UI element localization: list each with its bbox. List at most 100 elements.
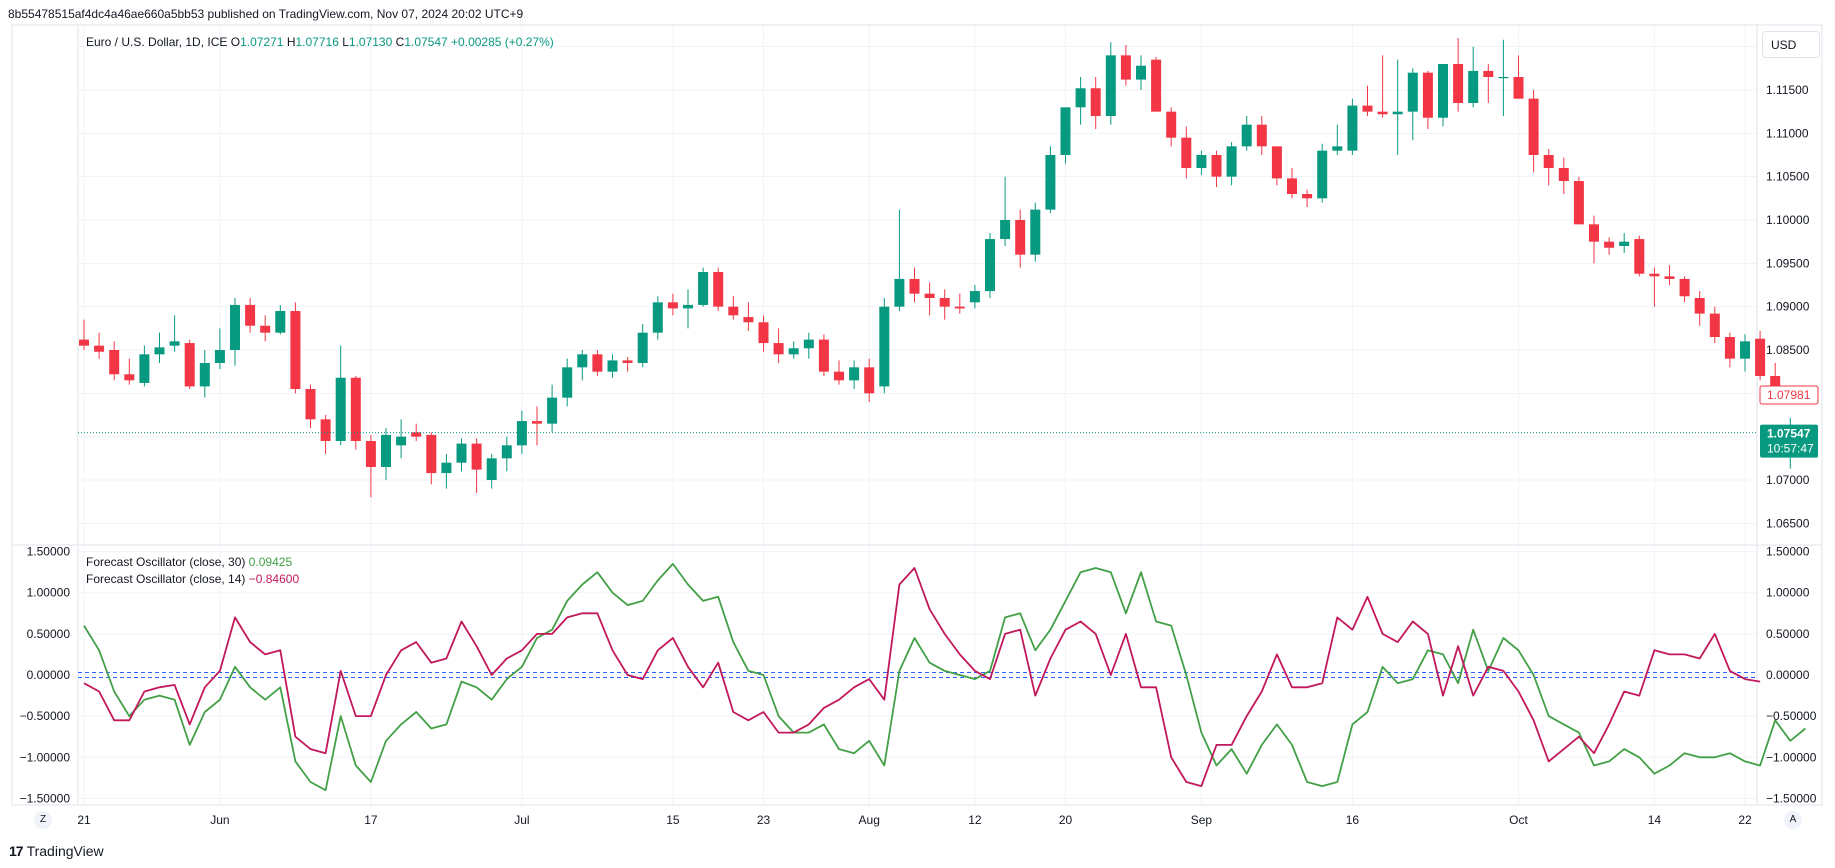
candle-body <box>592 354 603 372</box>
candle-body <box>1151 59 1162 112</box>
candle-body <box>109 350 120 375</box>
time-tick-label: 22 <box>1738 813 1752 827</box>
oscillator-tick-label: 1.50000 <box>1766 545 1810 559</box>
oscillator-axis[interactable]: 1.50000 1.50000 1.00000 1.00000 0.50000 0.500… <box>20 545 1817 806</box>
candle-body <box>305 389 316 420</box>
oscillator-series <box>78 563 1806 792</box>
candle-body <box>849 367 860 381</box>
main-legend: Euro / U.S. Dollar, 1D, ICE O1.07271 H1.… <box>86 35 554 49</box>
candle-body <box>1709 313 1720 337</box>
candle-body <box>441 462 452 474</box>
candle-body <box>969 291 980 303</box>
candle-body <box>1241 124 1252 147</box>
candle-body <box>1649 273 1660 277</box>
candle-body <box>939 298 950 307</box>
candle-body <box>290 311 301 389</box>
candle-body <box>879 306 890 387</box>
candle-body <box>1589 224 1599 242</box>
oscillator-tick-label: −0.50000 <box>1766 709 1817 723</box>
chart-frame <box>11 24 1823 806</box>
oscillator-tick-label: −1.50000 <box>1766 791 1817 805</box>
candle-body <box>773 343 784 355</box>
zoom-toggle-button[interactable]: Z <box>34 811 52 829</box>
candle-body <box>1166 111 1177 138</box>
candle-body <box>788 348 799 355</box>
time-tick-label: 23 <box>757 813 771 827</box>
time-tick-label: Aug <box>859 813 880 827</box>
candle-body <box>471 443 482 470</box>
candle-body <box>1060 107 1071 155</box>
candle-body <box>381 434 391 467</box>
candle-body <box>954 306 965 309</box>
candle-body <box>1573 181 1584 225</box>
price-tick-label: 1.10500 <box>1766 170 1810 184</box>
candle-body <box>1528 98 1539 155</box>
candle-body <box>1105 55 1116 116</box>
high-value: 1.07716 <box>295 35 339 49</box>
candle-body <box>1422 72 1433 118</box>
close-label: C <box>395 35 405 49</box>
candle-body <box>1604 241 1615 248</box>
prev-close-badge <box>1759 385 1819 405</box>
chart-borders <box>11 24 1823 806</box>
candle-body <box>396 436 407 446</box>
time-tick-label: Jun <box>210 813 229 827</box>
candle-body <box>1438 64 1448 118</box>
price-tick-label: 1.11500 <box>1766 83 1809 97</box>
time-tick-label: Oct <box>1509 813 1528 827</box>
candle-body <box>184 343 195 387</box>
candle-body <box>818 339 829 372</box>
price-tick-label: 1.09000 <box>1766 300 1810 314</box>
indicator-value: −0.84600 <box>248 572 300 586</box>
indicator-legend-fo14[interactable]: Forecast Oscillator (close, 14) −0.84600 <box>86 572 299 586</box>
candle-body <box>1120 55 1131 80</box>
candle-body <box>1634 239 1645 274</box>
candle-body <box>909 278 920 294</box>
oscillator-tick-label-left: −1.50000 <box>20 791 71 805</box>
candle-body <box>652 302 663 333</box>
price-tick-label: 1.08500 <box>1766 343 1810 357</box>
low-value: 1.07130 <box>348 35 393 49</box>
candle-body <box>1271 146 1282 179</box>
candle-body <box>320 419 331 441</box>
candle-body <box>1679 278 1690 297</box>
indicator-value: 0.09425 <box>248 555 293 569</box>
countdown-label: 10:57:47 <box>1767 442 1814 456</box>
candle-body <box>894 278 905 307</box>
price-axis[interactable]: 1.065001.070001.075001.080001.085001.090… <box>1766 40 1810 531</box>
candle-body <box>1000 220 1011 240</box>
time-tick-label: 14 <box>1648 813 1662 827</box>
candle-body <box>426 434 437 474</box>
time-axis[interactable]: 21 Jun 17 Jul 15 23 Aug 12 20 Sep 16 Oct 14 22 <box>77 813 1752 827</box>
oscillator-tick-label: −1.00000 <box>1766 750 1817 764</box>
oscillator-tick-label: 1.00000 <box>1766 586 1810 600</box>
price-tick-label: 1.09500 <box>1766 256 1810 270</box>
candle-body <box>864 367 875 394</box>
candle-body <box>260 325 271 333</box>
oscillator-tick-label-left: 1.00000 <box>27 586 71 600</box>
candle-body <box>683 304 693 309</box>
prev-close-label: 1.07981 <box>1767 388 1811 402</box>
oscillator-tick-label-left: 0.50000 <box>27 627 71 641</box>
candle-body <box>547 397 558 424</box>
candle-body <box>1755 338 1766 376</box>
candle-body <box>1015 220 1026 255</box>
candle-body <box>214 350 225 363</box>
candle-body <box>1332 146 1343 151</box>
published-info: 8b55478515af4dc4a46ae660a5bb53 published… <box>8 7 524 21</box>
candle-body <box>1045 155 1056 210</box>
candle-body <box>139 354 150 383</box>
indicator-legend-fo30[interactable]: Forecast Oscillator (close, 30) 0.09425 <box>86 555 292 569</box>
indicator-label: Forecast Oscillator (close, 30) <box>86 555 246 569</box>
open-value: 1.07271 <box>240 35 284 49</box>
currency-button[interactable]: USD <box>1762 31 1820 58</box>
candle-body <box>577 354 588 368</box>
tradingview-brand[interactable]: 17 TradingView <box>9 843 104 859</box>
indicator-label: Forecast Oscillator (close, 14) <box>86 572 246 586</box>
fo14-line <box>83 567 1761 787</box>
auto-scale-button[interactable]: A <box>1784 811 1802 829</box>
candle-body <box>985 239 995 292</box>
time-tick-label: 12 <box>968 813 982 827</box>
candle-body <box>1468 70 1479 103</box>
